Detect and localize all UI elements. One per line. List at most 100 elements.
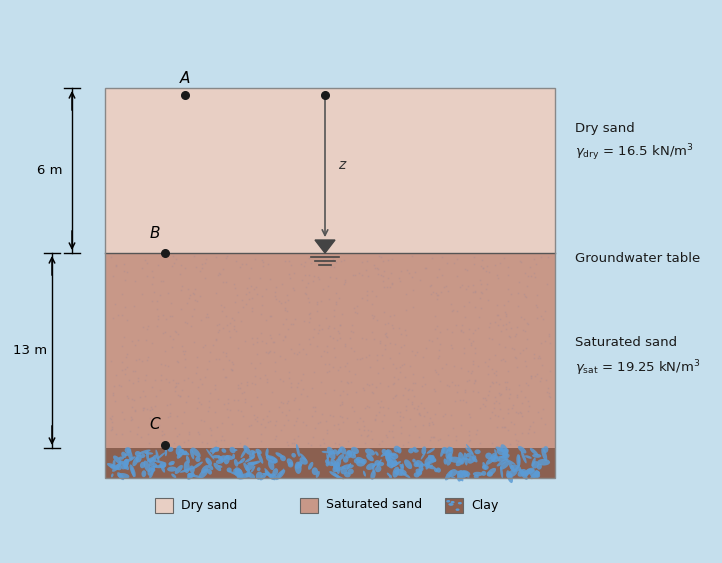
- Point: [531, 303, 543, 312]
- Point: [251, 282, 262, 291]
- Point: [146, 297, 157, 306]
- Point: [244, 274, 256, 283]
- Point: [285, 378, 297, 387]
- Ellipse shape: [464, 453, 468, 466]
- Point: [255, 399, 266, 408]
- Point: [429, 386, 440, 395]
- Ellipse shape: [113, 460, 116, 468]
- Point: [294, 348, 305, 357]
- Point: [342, 389, 353, 398]
- Point: [450, 436, 461, 445]
- Ellipse shape: [375, 466, 381, 472]
- Point: [525, 374, 536, 383]
- Point: [474, 293, 486, 302]
- Ellipse shape: [461, 471, 469, 478]
- Point: [379, 341, 391, 350]
- Ellipse shape: [278, 468, 284, 479]
- Point: [170, 423, 181, 432]
- Point: [219, 373, 230, 382]
- Ellipse shape: [132, 457, 139, 466]
- Point: [300, 420, 312, 429]
- Point: [300, 282, 312, 291]
- Point: [308, 402, 319, 411]
- Point: [516, 412, 528, 421]
- Point: [502, 409, 513, 418]
- Point: [412, 405, 423, 414]
- Ellipse shape: [382, 449, 387, 454]
- Point: [164, 399, 175, 408]
- Point: [230, 327, 242, 336]
- Ellipse shape: [345, 450, 352, 458]
- Point: [432, 369, 444, 378]
- Ellipse shape: [233, 468, 242, 477]
- Ellipse shape: [180, 468, 193, 473]
- Point: [474, 404, 486, 413]
- Ellipse shape: [165, 449, 168, 456]
- Point: [367, 314, 378, 323]
- Ellipse shape: [288, 462, 293, 467]
- Point: [357, 416, 368, 425]
- Point: [176, 282, 188, 291]
- Point: [413, 409, 425, 418]
- Point: [228, 279, 240, 288]
- Point: [493, 379, 505, 388]
- Point: [189, 296, 201, 305]
- Point: [309, 403, 321, 412]
- Point: [432, 435, 444, 444]
- Point: [499, 301, 510, 310]
- Point: [492, 300, 503, 309]
- Point: [454, 283, 466, 292]
- Ellipse shape: [363, 471, 366, 477]
- Ellipse shape: [316, 471, 320, 478]
- Point: [426, 337, 438, 346]
- Point: [311, 300, 323, 309]
- Point: [127, 378, 139, 387]
- Point: [372, 351, 383, 360]
- Ellipse shape: [148, 458, 152, 463]
- Ellipse shape: [482, 464, 489, 470]
- Ellipse shape: [412, 459, 416, 463]
- Ellipse shape: [190, 449, 194, 459]
- Point: [447, 424, 458, 433]
- Point: [409, 422, 420, 431]
- Ellipse shape: [441, 447, 448, 454]
- Ellipse shape: [513, 464, 520, 473]
- Point: [195, 375, 206, 384]
- Point: [235, 406, 247, 415]
- Point: [179, 363, 191, 372]
- Ellipse shape: [245, 457, 254, 463]
- Ellipse shape: [340, 468, 347, 475]
- Point: [469, 343, 480, 352]
- Ellipse shape: [123, 463, 129, 470]
- Point: [400, 383, 412, 392]
- Point: [337, 418, 349, 427]
- Text: 13 m: 13 m: [13, 344, 47, 357]
- Point: [190, 368, 201, 377]
- Point: [355, 414, 366, 423]
- Ellipse shape: [116, 464, 122, 470]
- Point: [216, 419, 227, 428]
- Point: [386, 280, 398, 289]
- Point: [406, 385, 417, 394]
- Point: [274, 403, 285, 412]
- Point: [202, 406, 214, 415]
- Point: [116, 342, 128, 351]
- Point: [129, 276, 141, 285]
- Ellipse shape: [252, 451, 254, 455]
- Point: [196, 315, 207, 324]
- Point: [270, 416, 282, 425]
- Point: [261, 378, 273, 387]
- Point: [429, 410, 440, 419]
- Point: [308, 272, 319, 281]
- Point: [264, 311, 275, 320]
- Point: [423, 419, 435, 428]
- Point: [344, 334, 356, 343]
- Point: [248, 411, 260, 420]
- Ellipse shape: [446, 474, 456, 479]
- Point: [118, 260, 130, 269]
- Ellipse shape: [419, 463, 424, 472]
- Ellipse shape: [297, 461, 303, 466]
- Point: [234, 384, 245, 393]
- Point: [370, 383, 382, 392]
- Point: [321, 368, 333, 377]
